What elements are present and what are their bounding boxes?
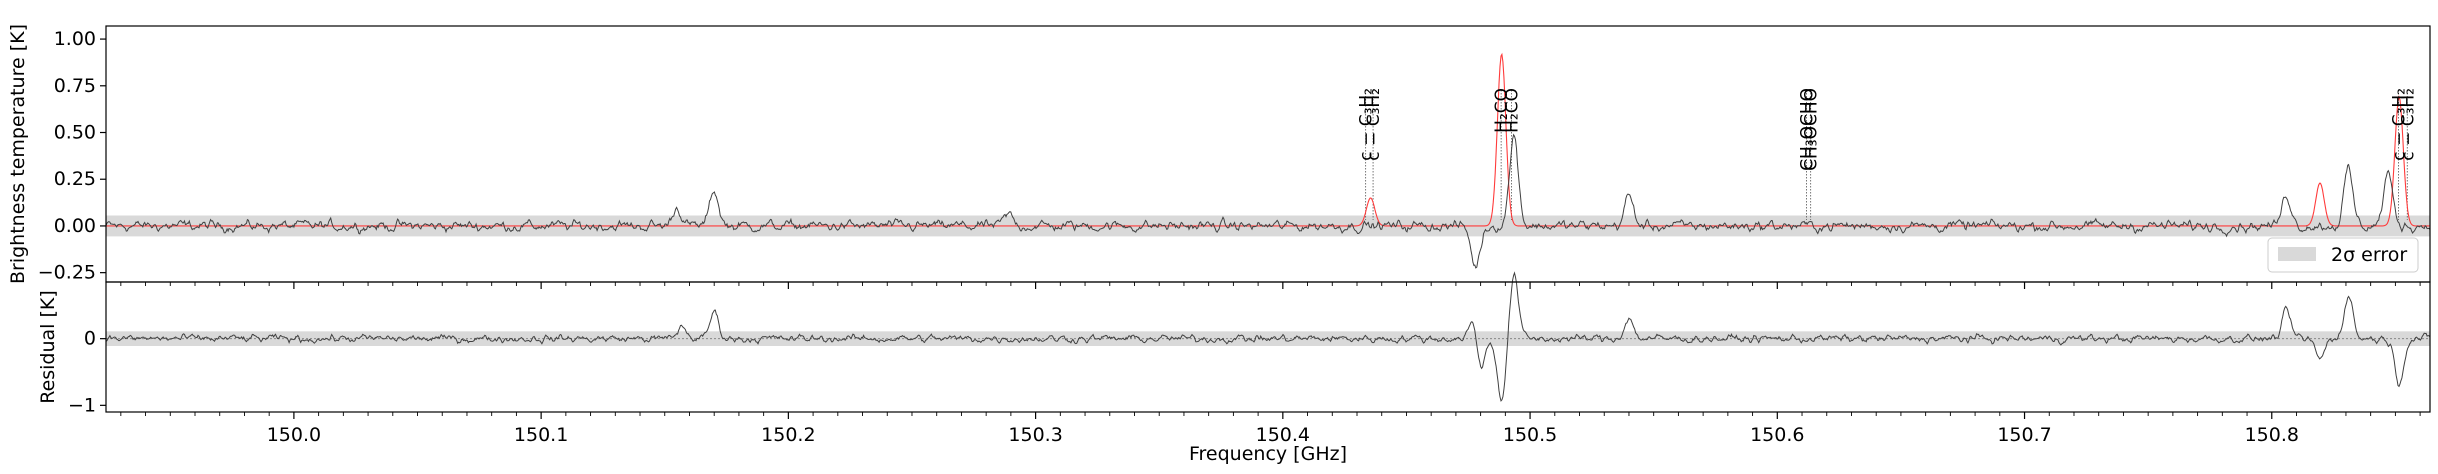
bottom-y-ticks: −1 0	[68, 328, 106, 416]
top-plot-frame	[105, 25, 2431, 283]
y-tick-label: 1.00	[54, 28, 96, 50]
y-tick-label: −0.25	[38, 262, 96, 284]
x-tick-label: 150.4	[1256, 424, 1310, 446]
residual-spectrum-line	[105, 271, 2431, 402]
line-markers	[1365, 90, 2408, 220]
legend-box	[2267, 237, 2419, 273]
legend-swatch	[2278, 247, 2316, 261]
line-label: H₂CO	[1503, 88, 1523, 133]
line-label: CH₃OCHO	[1802, 88, 1822, 171]
bottom-plot-frame	[105, 281, 2431, 413]
observed-spectrum-line	[105, 133, 2431, 269]
line-label: CH₃OCHO	[1797, 88, 1817, 171]
y-tick-label: 0.00	[54, 215, 96, 237]
y-tick-label: 0	[84, 328, 96, 350]
x-tick-label: 150.1	[514, 424, 568, 446]
line-label: c − C₃H₂	[1364, 88, 1384, 161]
x-tick-label: 150.8	[2245, 424, 2299, 446]
y-tick-label: 0.75	[54, 75, 96, 97]
top-y-ticks: −0.25 0.00 0.25 0.50 0.75 1.00	[38, 28, 106, 284]
x-tick-label: 150.6	[1750, 424, 1804, 446]
top-x-ticks	[120, 282, 2421, 289]
x-tick-label: 150.0	[267, 424, 321, 446]
top-y-axis-label: Brightness temperature [K]	[7, 24, 29, 284]
x-tick-label: 150.2	[761, 424, 815, 446]
x-tick-label: 150.3	[1008, 424, 1062, 446]
y-tick-label: 0.25	[54, 168, 96, 190]
line-label: c − C₃H₂	[2390, 88, 2410, 161]
x-axis-label: Frequency [GHz]	[1189, 443, 1347, 465]
bottom-x-ticks: 150.0 150.1 150.2 150.3 150.4 150.5 150.6 150.7…	[120, 412, 2421, 446]
line-label: c − C₃H₂	[2398, 88, 2418, 161]
y-tick-label: 0.50	[54, 122, 96, 144]
legend: 2σ error	[2267, 237, 2419, 273]
model-spectrum-line	[106, 52, 2430, 227]
legend-label: 2σ error	[2331, 244, 2407, 266]
line-label: c − C₃H₂	[1357, 88, 1377, 161]
x-tick-label: 150.7	[1997, 424, 2051, 446]
x-tick-label: 150.5	[1503, 424, 1557, 446]
line-label: H₂CO	[1492, 88, 1512, 133]
y-tick-label: −1	[68, 394, 96, 416]
bottom-y-axis-label: Residual [K]	[37, 290, 59, 404]
residual-panel: −10 150.0 150.1 150.2 150.3 150.4 150.5 150.6 1…	[37, 271, 2431, 465]
